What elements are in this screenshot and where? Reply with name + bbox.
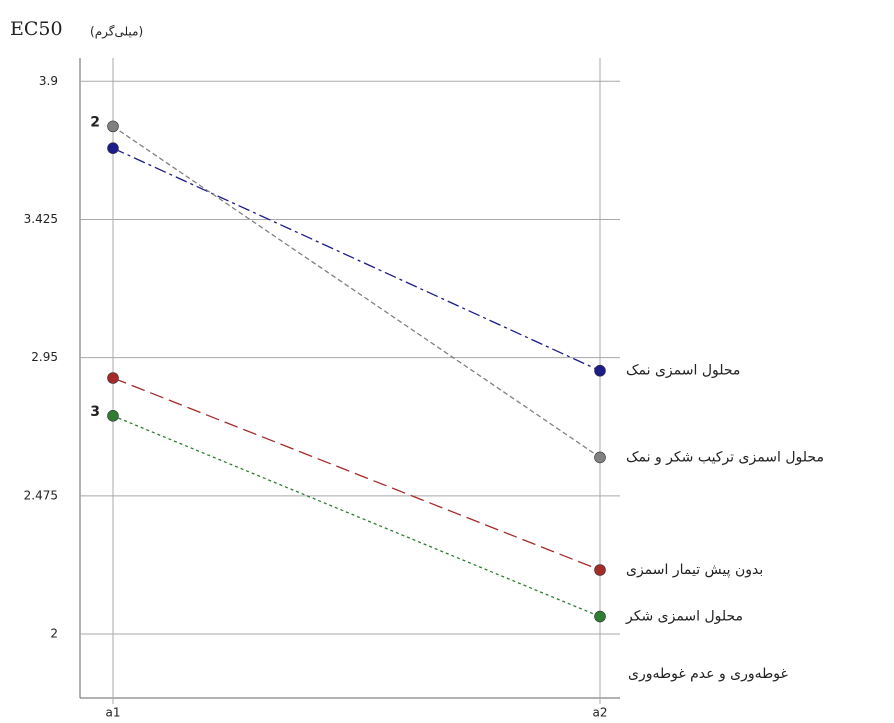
y-tick-label: 2.475 — [24, 488, 58, 502]
point — [107, 410, 119, 422]
y-tick-label: 2 — [50, 627, 58, 641]
series-label: محلول اسمزی شکر — [625, 609, 743, 625]
legend-title: غوطه‌وری و عدم غوطه‌وری — [628, 666, 788, 682]
series-label: بدون پیش تیمار اسمزی — [626, 562, 763, 578]
annotation: 3 — [90, 404, 100, 420]
point — [107, 120, 119, 133]
y-tick-label: 2.95 — [31, 350, 58, 364]
y-axis-unit: (میلی‌گرم) — [90, 25, 143, 40]
x-tick-label: a2 — [593, 706, 608, 720]
y-axis-title: EC50 — [10, 18, 63, 40]
series-label: محلول اسمزی نمک — [626, 363, 740, 379]
point — [107, 372, 119, 384]
point — [594, 364, 606, 377]
point — [594, 564, 606, 576]
x-tick-label: a1 — [106, 706, 121, 720]
series-line — [112, 125, 601, 458]
y-tick-label: 3.9 — [39, 74, 58, 88]
series-line — [112, 377, 601, 571]
point — [107, 142, 119, 154]
series-label: محلول اسمزی ترکیب شکر و نمک — [626, 449, 824, 465]
point — [594, 451, 606, 464]
y-tick-label: 3.425 — [24, 212, 58, 226]
series-line — [112, 415, 601, 618]
annotation: 2 — [90, 114, 100, 130]
point — [594, 610, 606, 623]
series-line — [112, 147, 601, 372]
